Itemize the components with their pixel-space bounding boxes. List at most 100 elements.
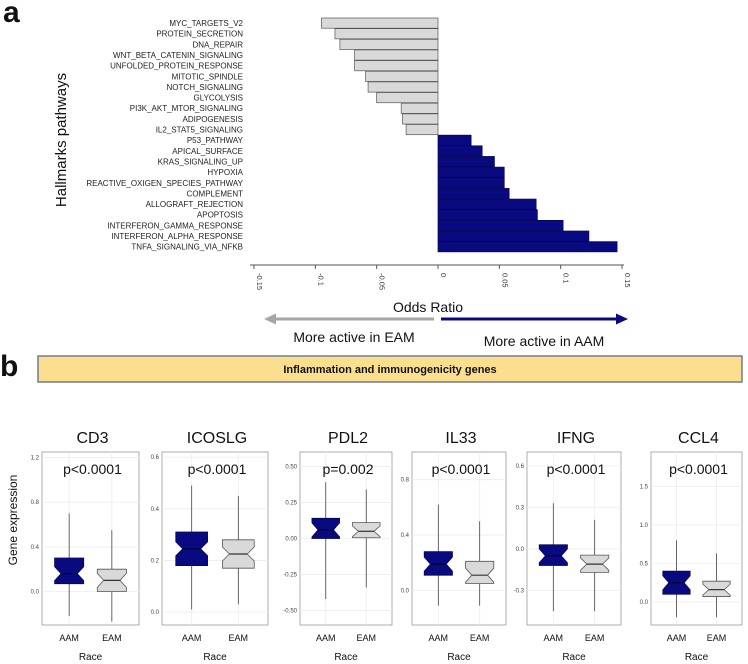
pathway-label: ALLOGRAFT_REJECTION bbox=[146, 200, 244, 209]
x-category-label: AAM bbox=[667, 633, 687, 643]
bar-wnt-beta-catenin-signaling bbox=[354, 49, 439, 61]
y-tick-label: 0.0 bbox=[151, 610, 160, 616]
bar-protein-secretion bbox=[334, 28, 439, 40]
pathway-label: UNFOLDED_PROTEIN_RESPONSE bbox=[110, 62, 243, 71]
gene-title: ICOSLG bbox=[187, 430, 247, 447]
pathway-label: DNA_REPAIR bbox=[192, 40, 243, 49]
x-category-label: EAM bbox=[356, 633, 376, 643]
plot-frame bbox=[41, 451, 140, 626]
pathway-label: MYC_TARGETS_V2 bbox=[169, 19, 243, 28]
x-category-label: EAM bbox=[470, 633, 490, 643]
p-value: p=0.002 bbox=[323, 461, 374, 477]
x-tick-label: 0.1 bbox=[562, 273, 571, 283]
boxplot-cd3: CD3 0.0 0.4 0.8 1.2 p<0.0001 AAM EAM Race bbox=[31, 430, 140, 663]
x-tick-label: 0.15 bbox=[623, 273, 632, 288]
x-tick-label: 0 bbox=[439, 273, 448, 277]
race-axis-title: Race bbox=[685, 652, 709, 663]
box-aam bbox=[538, 544, 568, 566]
race-axis-title: Race bbox=[79, 652, 103, 663]
bar-p53-pathway bbox=[437, 134, 472, 146]
gene-title: CD3 bbox=[76, 430, 108, 447]
box-aam bbox=[54, 557, 85, 585]
pathway-label: APICAL_SURFACE bbox=[172, 147, 243, 156]
x-category-label: AAM bbox=[544, 633, 564, 643]
y-tick-label: 0.0 bbox=[31, 590, 40, 596]
eam-arrow-head bbox=[264, 313, 276, 325]
y-tick-label: 0.4 bbox=[151, 507, 160, 513]
pathway-label: APOPTOSIS bbox=[197, 211, 243, 220]
x-category-label: EAM bbox=[585, 633, 605, 643]
y-tick-label: 1.2 bbox=[31, 456, 40, 462]
pathway-label: HYPOXIA bbox=[207, 168, 243, 177]
pathway-labels: MYC_TARGETS_V2 PROTEIN_SECRETIONDNA_REPAI… bbox=[86, 19, 243, 252]
pathway-label: KRAS_SIGNALING_UP bbox=[158, 157, 243, 166]
x-tick-label: -0.05 bbox=[378, 273, 387, 290]
y-tick-label: 1.5 bbox=[640, 485, 649, 491]
pathway-label: PROTEIN_SECRETION bbox=[156, 30, 243, 39]
pathway-bars bbox=[321, 17, 618, 253]
x-axis-title: Odds Ratio bbox=[393, 299, 463, 315]
bar-apoptosis bbox=[437, 209, 538, 221]
pathway-label: GLYCOLYSIS bbox=[194, 94, 244, 103]
y-tick-label: 0.0 bbox=[516, 547, 525, 553]
y-tick-label: -0.3 bbox=[514, 588, 525, 594]
panel-a-letter: a bbox=[3, 0, 20, 29]
gene-title: IFNG bbox=[557, 430, 595, 447]
direction-arrows: More active in EAM More active in AAM bbox=[264, 313, 628, 349]
x-category-label: EAM bbox=[102, 633, 122, 643]
pathway-label: TNFA_SIGNALING_VIA_NFKB bbox=[131, 243, 243, 252]
pathway-label: REACTIVE_OXIGEN_SPECIES_PATHWAY bbox=[86, 179, 243, 188]
bar-unfolded-protein-response bbox=[354, 60, 439, 72]
bar-kras-signaling-up bbox=[437, 156, 495, 167]
boxplot-ifng: IFNG -0.3 0.0 0.3 0.6 p<0.0001 AAM EAM Race bbox=[514, 430, 622, 663]
y-axis-title: Hallmarks pathways bbox=[53, 73, 70, 207]
boxplot-ccl4: CCL4 0.0 0.5 1.0 1.5 p<0.0001 AAM EAM Race bbox=[640, 430, 743, 663]
aam-arrow-head bbox=[616, 313, 628, 325]
y-tick-label: 0.2 bbox=[151, 558, 160, 564]
y-tick-label: 0.6 bbox=[151, 455, 160, 461]
p-value: p<0.0001 bbox=[63, 461, 122, 477]
pathway-label: ADIPOGENESIS bbox=[183, 115, 243, 124]
x-tick-label: -0.15 bbox=[255, 273, 264, 290]
x-category-label: EAM bbox=[229, 633, 249, 643]
pathway-label: COMPLEMENT bbox=[187, 189, 244, 198]
gene-title: IL33 bbox=[445, 430, 476, 447]
race-axis-title: Race bbox=[447, 652, 471, 663]
y-tick-label: 0.0 bbox=[401, 588, 410, 594]
pathway-label: WNT_BETA_CATENIN_SIGNALING bbox=[113, 51, 243, 60]
box-aam bbox=[423, 551, 453, 576]
bar-glycolysis bbox=[376, 92, 439, 104]
pathway-label: MITOTIC_SPINDLE bbox=[172, 72, 243, 81]
pathway-label: INTERFERON_ALPHA_RESPONSE bbox=[111, 232, 243, 241]
race-axis-title: Race bbox=[562, 652, 586, 663]
p-value: p<0.0001 bbox=[432, 461, 491, 477]
x-category-label: AAM bbox=[316, 633, 336, 643]
p-value: p<0.0001 bbox=[669, 461, 728, 477]
box-aam bbox=[311, 517, 340, 539]
box-eam bbox=[465, 560, 495, 584]
bar-apical-surface bbox=[437, 145, 483, 157]
x-tick-label: -0.1 bbox=[316, 273, 325, 286]
pathway-label: INTERFERON_GAMMA_RESPONSE bbox=[107, 221, 243, 230]
y-tick-label: 0.0 bbox=[640, 600, 649, 606]
bar-pi3k-akt-mtor-signaling bbox=[400, 102, 439, 114]
y-tick-label: 0.4 bbox=[401, 533, 410, 539]
box-eam bbox=[352, 522, 381, 539]
bar-myc-targets-v2 bbox=[321, 17, 439, 29]
bar-reactive-oxigen-species-pathway bbox=[437, 177, 505, 189]
x-category-label: AAM bbox=[429, 633, 449, 643]
odds-ratio-bar-chart: MYC_TARGETS_V2 PROTEIN_SECRETIONDNA_REPAI… bbox=[53, 17, 632, 315]
y-tick-label: 1.0 bbox=[640, 523, 649, 529]
x-axis-ticks: -0.15 -0.1 -0.05 0 0.05 0.1 0.15 bbox=[253, 265, 632, 290]
y-tick-label: 0.6 bbox=[516, 464, 525, 470]
banner-title: Inflammation and immunogenicity genes bbox=[283, 364, 496, 376]
plot-frame bbox=[526, 451, 622, 626]
y-tick-label: 0.8 bbox=[31, 500, 40, 506]
bar-tnfa-signaling-via-nfkb bbox=[437, 241, 618, 253]
bar-complement bbox=[437, 188, 510, 199]
bar-adipogenesis bbox=[402, 113, 439, 125]
p-value: p<0.0001 bbox=[547, 461, 606, 477]
p-value: p<0.0001 bbox=[188, 461, 247, 477]
